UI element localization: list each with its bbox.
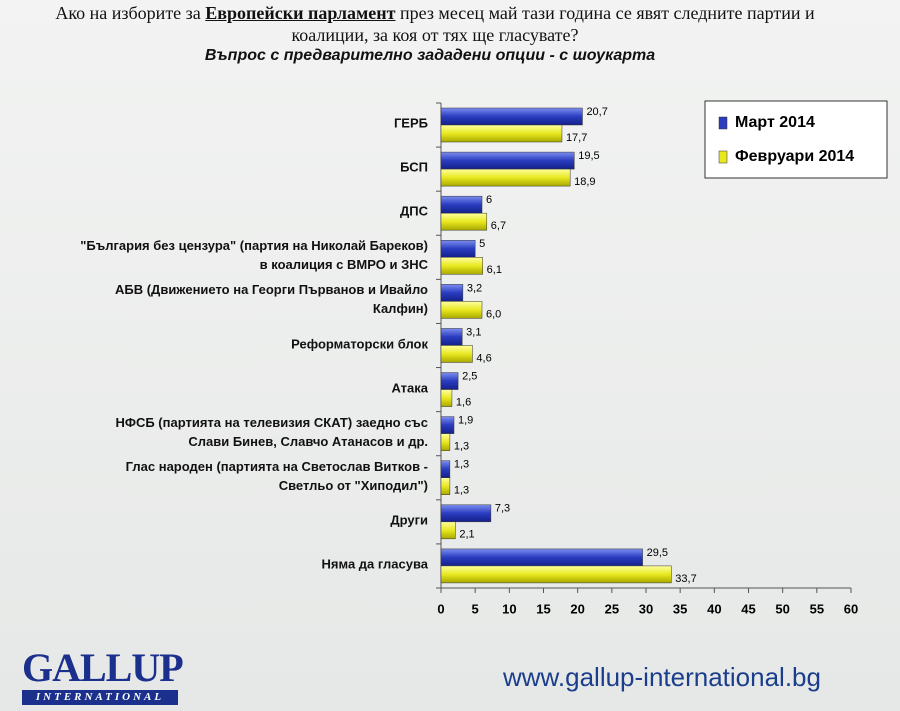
value-label: 17,7: [566, 132, 587, 144]
y-tick-label: ДПС: [400, 203, 428, 219]
y-tick-label: "България без цензура" (партия на Никола…: [80, 238, 428, 273]
value-label: 29,5: [647, 547, 668, 559]
chart-title: Ако на изборите за Европейски парламент …: [20, 2, 850, 46]
bar: [440, 345, 473, 363]
value-label: 2,5: [462, 370, 477, 382]
value-label: 6,1: [487, 264, 502, 276]
bar: [440, 521, 456, 540]
bar: [440, 284, 464, 302]
chart-subtitle: Въпрос с предварително зададени опции - …: [204, 47, 656, 64]
value-label: 1,3: [454, 441, 469, 453]
x-tick-label: 35: [673, 601, 687, 616]
bar: [440, 212, 488, 231]
bar: [440, 389, 453, 407]
y-tick-label: АБВ (Движението на Георги Първанов и Ива…: [115, 282, 428, 317]
value-label: 3,1: [466, 326, 481, 338]
value-label: 6,0: [486, 308, 501, 320]
value-label: 2,1: [459, 529, 474, 541]
legend-swatch: [718, 116, 728, 130]
x-tick-label: 55: [810, 601, 824, 616]
x-tick-label: 45: [741, 601, 755, 616]
x-tick-label: 25: [605, 601, 619, 616]
y-tick-label: Други: [390, 512, 428, 528]
logo-name: GALLUP: [22, 645, 184, 690]
website: www.gallup-international.bg: [503, 662, 821, 692]
x-tick-label: 5: [472, 601, 479, 616]
value-label: 3,2: [467, 282, 482, 294]
logo-sub: INTERNATIONAL: [22, 690, 178, 705]
value-label: 18,9: [574, 176, 595, 188]
legend-box: [704, 100, 888, 179]
bar: [440, 477, 451, 495]
y-tick-label: Глас народен (партията на Светослав Витк…: [125, 458, 428, 493]
bar: [440, 168, 571, 187]
value-label: 6: [486, 194, 492, 206]
x-tick-label: 50: [775, 601, 789, 616]
value-label: 4,6: [476, 352, 491, 364]
bar: [440, 124, 563, 143]
value-label: 1,3: [454, 485, 469, 497]
value-label: 1,9: [458, 415, 473, 427]
bar: [440, 565, 672, 584]
x-tick-label: 30: [639, 601, 653, 616]
y-tick-label: Атака: [391, 380, 428, 396]
bar: [440, 416, 455, 434]
value-label: 7,3: [495, 503, 510, 515]
logo: GALLUP INTERNATIONAL: [22, 645, 184, 705]
x-tick-label: 0: [437, 601, 444, 616]
legend-label: Март 2014: [735, 114, 815, 131]
title-part: през месец май тази година се явят следн…: [291, 3, 815, 45]
legend-swatch: [718, 150, 728, 164]
value-label: 20,7: [586, 106, 607, 118]
title-part: Ако на изборите за: [55, 3, 206, 23]
bar: [440, 504, 492, 523]
bar: [440, 240, 476, 258]
title-part: Европейски парламент: [205, 3, 396, 23]
bar: [440, 301, 483, 319]
value-label: 33,7: [675, 573, 696, 585]
value-label: 1,3: [454, 459, 469, 471]
value-label: 5: [479, 238, 485, 250]
bar: [440, 372, 459, 390]
y-tick-label: НФСБ (партията на телевизия СКАТ) заедно…: [115, 414, 428, 449]
y-tick-label: Няма да гласува: [321, 556, 428, 572]
x-tick-label: 20: [570, 601, 584, 616]
bar: [440, 151, 575, 170]
bar: [440, 107, 583, 126]
value-label: 6,7: [491, 220, 506, 232]
y-tick-label: БСП: [400, 159, 428, 175]
value-label: 1,6: [456, 396, 471, 408]
bar: [440, 548, 643, 567]
x-tick-label: 15: [536, 601, 550, 616]
bar: [440, 460, 451, 478]
bar: [440, 328, 463, 346]
bar: [440, 257, 483, 275]
x-tick-label: 60: [844, 601, 858, 616]
x-tick-label: 40: [707, 601, 721, 616]
bar: [440, 195, 483, 214]
value-label: 19,5: [578, 150, 599, 162]
bar: [440, 433, 451, 451]
y-tick-label: ГЕРБ: [393, 115, 428, 131]
x-tick-label: 10: [502, 601, 516, 616]
y-tick-label: Реформаторски блок: [291, 336, 428, 351]
legend-label: Февруари 2014: [735, 148, 854, 165]
